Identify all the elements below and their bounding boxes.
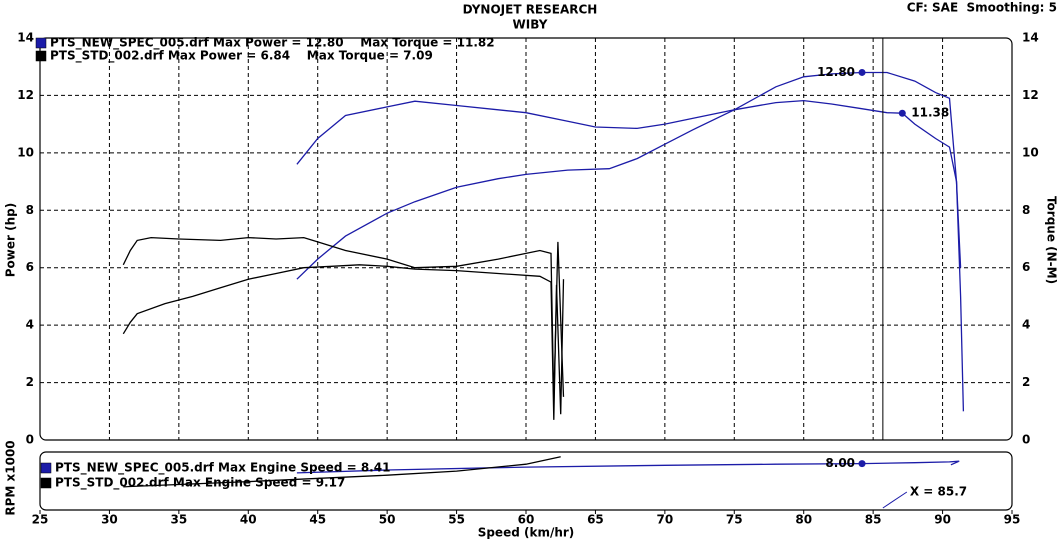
y2-tick-label: 4	[1022, 318, 1030, 332]
y-tick-label: 12	[17, 88, 34, 102]
x-tick-label: 90	[934, 513, 951, 527]
series-line	[296, 71, 965, 412]
series-line	[296, 99, 962, 268]
marker-dot	[858, 68, 866, 76]
marker-label: 12.80	[817, 65, 855, 79]
y-tick-label: 4	[26, 318, 34, 332]
y2-tick-label: 6	[1022, 260, 1030, 274]
x-tick-label: 95	[1004, 513, 1021, 527]
cursor-label: X = 85.7	[910, 485, 967, 499]
x-tick-label: 55	[448, 513, 465, 527]
cursor-pointer	[882, 491, 908, 509]
y2-tick-label: 2	[1022, 375, 1030, 389]
legend-swatch	[40, 477, 52, 489]
legend-label: PTS_STD_002.drf Max Engine Speed = 9.17	[55, 476, 345, 491]
legend-label: PTS_STD_002.drf Max Power = 6.84 Max Tor…	[50, 49, 433, 64]
x-tick-label: 85	[865, 513, 882, 527]
marker-dot	[898, 109, 906, 117]
corner-text: CF: SAE Smoothing: 5	[907, 1, 1057, 15]
x-tick-label: 60	[518, 513, 535, 527]
x-tick-label: 30	[101, 513, 118, 527]
x-tick-label: 80	[795, 513, 812, 527]
y2-tick-label: 8	[1022, 203, 1030, 217]
x-tick-label: 35	[171, 513, 188, 527]
y-tick-label: 10	[17, 145, 34, 159]
x-tick-label: 50	[379, 513, 396, 527]
series-line	[123, 456, 561, 488]
y-tick-label: 0	[26, 433, 34, 447]
y2-axis-label: Torque (N-M)	[1045, 196, 1059, 284]
x-tick-label: 40	[240, 513, 257, 527]
y-axis-label: Power (hp)	[4, 203, 18, 277]
legend-swatch	[35, 37, 47, 49]
chart-title: DYNOJET RESEARCH	[463, 3, 598, 17]
series-line	[296, 460, 960, 474]
y-tick-label: 8	[26, 203, 34, 217]
x-tick-label: 25	[32, 513, 49, 527]
series-line	[122, 236, 565, 403]
y-tick-label: 6	[26, 260, 34, 274]
chart-subtitle: WIBY	[513, 18, 548, 32]
x-tick-label: 75	[726, 513, 743, 527]
x-tick-label: 70	[657, 513, 674, 527]
legend-swatch	[40, 462, 52, 474]
legend-label: PTS_NEW_SPEC_005.drf Max Engine Speed = …	[55, 461, 390, 476]
y2-tick-label: 0	[1022, 433, 1030, 447]
legend-label: PTS_NEW_SPEC_005.drf Max Power = 12.80 M…	[50, 36, 495, 51]
marker-dot	[858, 460, 866, 468]
x-axis-label: Speed (km/hr)	[478, 526, 575, 540]
y2-tick-label: 14	[1022, 31, 1039, 45]
y-tick-label: 2	[26, 375, 34, 389]
y2-tick-label: 12	[1022, 88, 1039, 102]
y-tick-label: 14	[17, 31, 34, 45]
legend-swatch	[35, 50, 47, 62]
x-tick-label: 65	[587, 513, 604, 527]
y2-tick-label: 10	[1022, 145, 1039, 159]
rpm-axis-label: RPM x1000	[4, 440, 18, 515]
x-tick-label: 45	[309, 513, 326, 527]
marker-label: 8.00	[825, 456, 855, 470]
marker-label: 11.38	[911, 106, 949, 120]
